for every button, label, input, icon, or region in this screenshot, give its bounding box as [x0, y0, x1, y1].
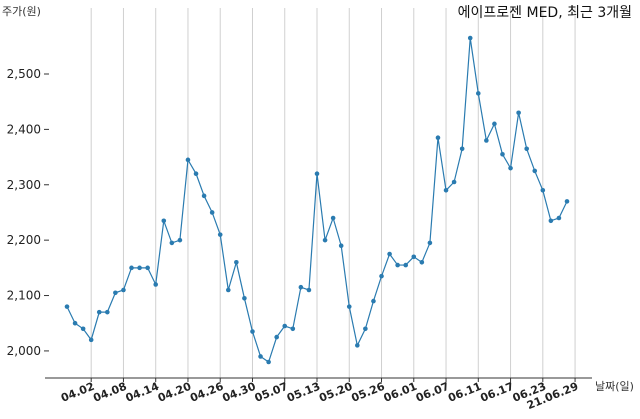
- data-point: [395, 262, 400, 268]
- x-tick-labels: 04.0204.0804.1404.2004.2604.3005.0705.13…: [59, 378, 580, 412]
- data-point: [113, 290, 118, 296]
- data-point: [225, 287, 231, 293]
- data-point: [459, 146, 465, 152]
- data-point: [64, 304, 70, 309]
- data-point: [282, 323, 288, 329]
- y-tick-labels: 2,000 2,100 2,200 2,300 2,400 2,500: [7, 67, 49, 358]
- data-point: [105, 309, 110, 315]
- data-point: [524, 146, 529, 152]
- data-point: [403, 262, 409, 268]
- data-point: [137, 265, 142, 271]
- data-point: [121, 287, 126, 293]
- data-point: [387, 251, 392, 257]
- data-point: [274, 334, 279, 340]
- data-point: [346, 304, 352, 309]
- data-point: [556, 215, 562, 221]
- data-point: [443, 188, 449, 193]
- y-tick-label: 2,000: [7, 344, 41, 358]
- data-point: [371, 298, 376, 304]
- data-point: [266, 359, 271, 365]
- x-axis-label: 날짜(일): [595, 379, 634, 393]
- data-point: [548, 218, 554, 224]
- data-point: [169, 240, 175, 246]
- data-point: [96, 309, 102, 315]
- data-point: [217, 232, 223, 237]
- y-tick-label: 2,300: [7, 178, 41, 192]
- data-point: [209, 210, 215, 215]
- data-point: [161, 218, 167, 224]
- data-point: [185, 157, 191, 163]
- data-point: [427, 240, 433, 246]
- data-point: [242, 296, 247, 301]
- y-tick-label: 2,200: [7, 233, 41, 247]
- data-point: [564, 199, 570, 204]
- data-point: [500, 152, 505, 157]
- data-point: [322, 237, 328, 243]
- data-point: [411, 254, 417, 260]
- data-point: [338, 243, 344, 248]
- data-point: [379, 273, 384, 279]
- data-point: [435, 135, 441, 140]
- chart-title: 에이프로젠 MED, 최근 3개월: [458, 5, 632, 21]
- data-point: [258, 354, 263, 359]
- data-point: [298, 284, 304, 290]
- y-axis-label: 주가(원): [2, 5, 41, 18]
- data-point: [145, 265, 150, 271]
- data-point: [475, 91, 481, 96]
- data-point: [88, 337, 94, 343]
- data-point: [250, 329, 255, 334]
- data-point: [540, 188, 546, 193]
- y-tick-label: 2,400: [7, 122, 41, 136]
- data-point: [201, 193, 207, 199]
- data-point: [80, 326, 86, 332]
- data-points: [64, 35, 570, 365]
- data-point: [330, 215, 336, 221]
- data-point: [355, 343, 360, 348]
- data-point: [177, 237, 183, 243]
- data-point: [516, 110, 521, 116]
- grid-lines: [90, 8, 576, 378]
- data-point: [314, 171, 320, 176]
- data-point: [363, 326, 368, 332]
- data-point: [290, 326, 296, 332]
- y-tick-label: 2,100: [7, 289, 41, 303]
- data-point: [193, 171, 199, 176]
- data-point: [234, 260, 239, 265]
- data-point: [306, 287, 312, 293]
- data-point: [508, 165, 513, 171]
- data-point: [129, 265, 134, 271]
- data-point: [492, 121, 497, 127]
- y-tick-label: 2,500: [7, 67, 41, 81]
- data-point: [451, 179, 457, 185]
- data-point: [484, 138, 489, 143]
- data-point: [72, 320, 78, 326]
- data-point: [532, 168, 538, 174]
- data-point: [419, 260, 425, 265]
- data-point: [153, 282, 159, 287]
- data-point: [467, 35, 473, 41]
